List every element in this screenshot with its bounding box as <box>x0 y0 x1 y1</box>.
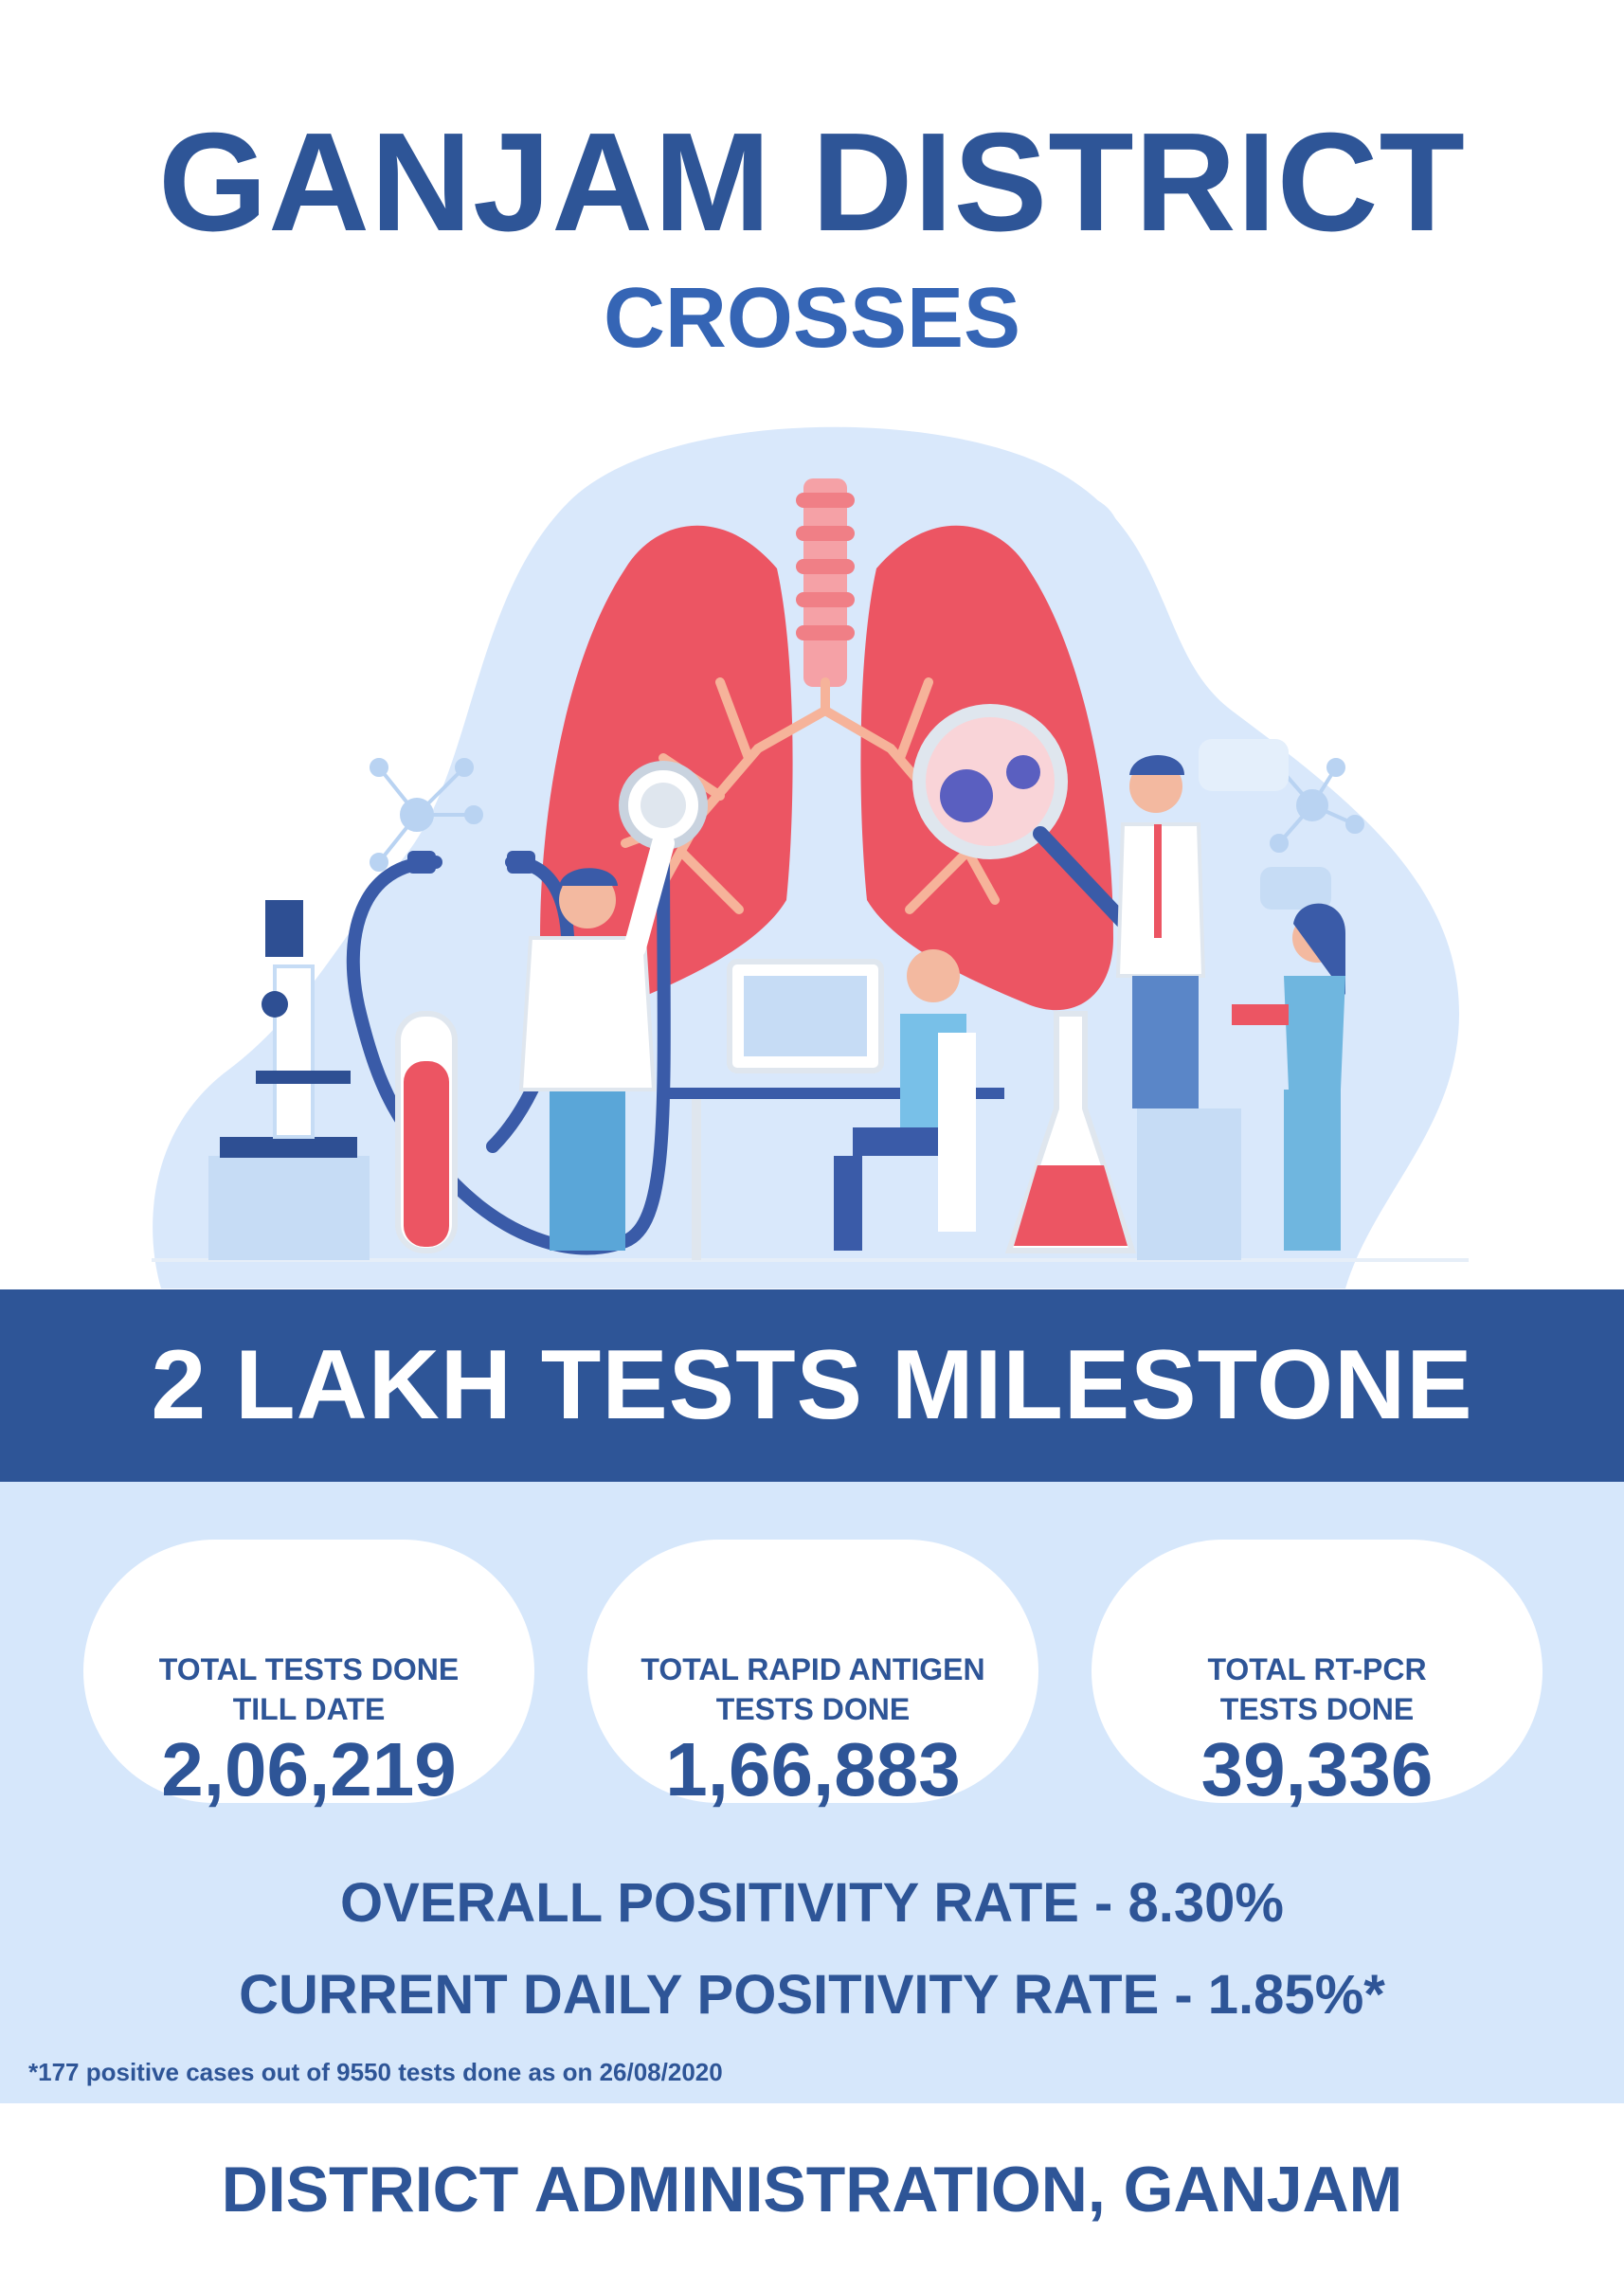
stat-card-rt-pcr: TOTAL RT-PCR TESTS DONE 39,336 <box>1092 1540 1543 1811</box>
stat-value: 2,06,219 <box>161 1727 457 1811</box>
test-tube-icon <box>395 1011 458 1253</box>
stat-label: TOTAL TESTS DONE TILL DATE <box>83 1649 534 1729</box>
page-subtitle: CROSSES <box>603 271 1021 366</box>
stats-panel: TOTAL TESTS DONE TILL DATE 2,06,219 TOTA… <box>0 1482 1624 2103</box>
background-bubble <box>1030 495 1121 586</box>
chat-bubble <box>1260 867 1331 910</box>
stat-label-line: TILL DATE <box>232 1692 386 1726</box>
stat-label-line: TESTS DONE <box>715 1692 911 1726</box>
nurse-figure <box>1232 903 1345 1251</box>
stat-label-line: TESTS DONE <box>1219 1692 1415 1726</box>
stat-label-line: TOTAL TESTS DONE <box>158 1652 460 1686</box>
stat-label: TOTAL RAPID ANTIGEN TESTS DONE <box>587 1649 1038 1729</box>
overall-positivity-rate: OVERALL POSITIVITY RATE - 8.30% <box>340 1872 1284 1934</box>
daily-positivity-rate: CURRENT DAILY POSITIVITY RATE - 1.85%* <box>239 1964 1385 2026</box>
stat-value: 1,66,883 <box>665 1727 961 1811</box>
stat-label-line: TOTAL RAPID ANTIGEN <box>641 1652 985 1686</box>
footer-text: DISTRICT ADMINISTRATION, GANJAM <box>221 2154 1403 2226</box>
doctor-magnifier-figure <box>1115 755 1241 1260</box>
stat-card-rapid-antigen: TOTAL RAPID ANTIGEN TESTS DONE 1,66,883 <box>587 1540 1038 1811</box>
flask-icon <box>1004 1011 1137 1253</box>
stat-label: TOTAL RT-PCR TESTS DONE <box>1092 1649 1543 1729</box>
milestone-text: 2 LAKH TESTS MILESTONE <box>151 1330 1473 1440</box>
stat-value: 39,336 <box>1200 1727 1434 1811</box>
technician-figure <box>834 949 976 1251</box>
milestone-banner: 2 LAKH TESTS MILESTONE <box>0 1289 1624 1482</box>
stat-card-total-tests: TOTAL TESTS DONE TILL DATE 2,06,219 <box>83 1540 534 1811</box>
doctor-figure <box>518 832 675 1251</box>
stat-label-line: TOTAL RT-PCR <box>1207 1652 1427 1686</box>
magnifier-icon <box>912 704 1173 974</box>
footnote: *177 positive cases out of 9550 tests do… <box>28 2058 723 2086</box>
lungs-testing-illustration <box>152 426 1469 1289</box>
microscope-icon <box>208 900 370 1260</box>
page-title: GANJAM DISTRICT <box>158 104 1466 261</box>
molecule-icon <box>370 758 483 872</box>
trachea <box>796 478 855 687</box>
chat-bubble <box>1199 739 1289 791</box>
